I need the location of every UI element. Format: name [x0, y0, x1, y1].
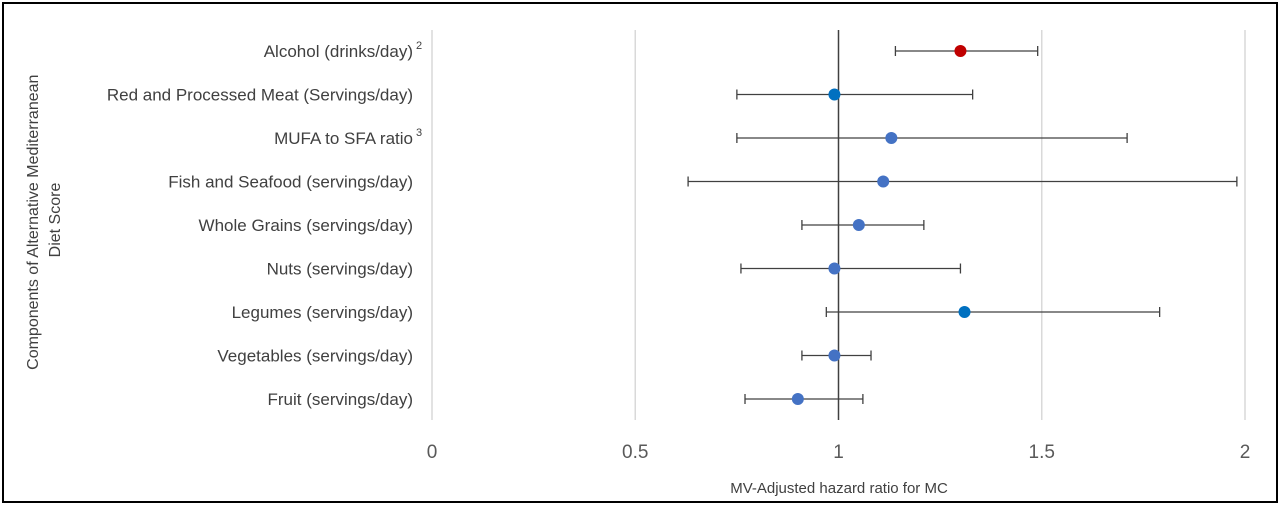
- y-axis-title-line2: Diet Score: [47, 183, 64, 258]
- error-bar: [687, 176, 1238, 187]
- category-label: Red and Processed Meat (Servings/day): [107, 86, 413, 105]
- category-superscript: 3: [416, 127, 422, 139]
- category-label: Fish and Seafood (servings/day): [168, 173, 413, 192]
- x-tick-label: 1: [833, 442, 844, 463]
- category-labels: Alcohol (drinks/day) 2 Red and Processed M…: [107, 40, 422, 409]
- category-label: Alcohol (drinks/day): [264, 42, 413, 61]
- point-estimate: [852, 219, 865, 231]
- x-tick-label: 2: [1240, 442, 1251, 463]
- error-bars: [687, 46, 1238, 404]
- category-label: Fruit (servings/day): [268, 390, 413, 409]
- x-tick-label: 0.5: [622, 442, 648, 463]
- category-label: MUFA to SFA ratio: [274, 129, 413, 148]
- point-estimate: [828, 88, 841, 101]
- x-axis-title: MV-Adjusted hazard ratio for MC: [730, 480, 948, 497]
- point-estimate: [958, 306, 971, 318]
- data-points: [791, 45, 971, 405]
- category-label: Whole Grains (servings/day): [199, 216, 413, 235]
- point-estimate: [885, 132, 898, 144]
- category-superscript: 2: [416, 40, 422, 52]
- category-label: Legumes (servings/day): [232, 303, 413, 322]
- error-bar: [740, 263, 962, 274]
- category-label: Vegetables (servings/day): [217, 347, 413, 366]
- point-estimate: [877, 175, 890, 188]
- error-bar: [736, 89, 974, 100]
- point-estimate: [791, 393, 804, 405]
- x-tick-label: 1.5: [1029, 442, 1055, 463]
- category-label: Nuts (servings/day): [267, 260, 413, 279]
- error-bar: [736, 133, 1128, 143]
- error-bar: [825, 307, 1161, 317]
- y-axis-title-line1: Components of Alternative Mediterranean: [25, 75, 42, 370]
- x-tick-label: 0: [427, 442, 438, 463]
- point-estimate: [954, 45, 967, 57]
- error-bar: [744, 394, 864, 404]
- y-axis-title: Components of Alternative Mediterranean …: [25, 70, 64, 370]
- x-tick-labels: 0 0.5 1 1.5 2: [427, 442, 1251, 463]
- point-estimate: [828, 349, 841, 362]
- point-estimate: [828, 262, 841, 275]
- error-bar: [894, 46, 1039, 56]
- gridlines: [431, 30, 1246, 420]
